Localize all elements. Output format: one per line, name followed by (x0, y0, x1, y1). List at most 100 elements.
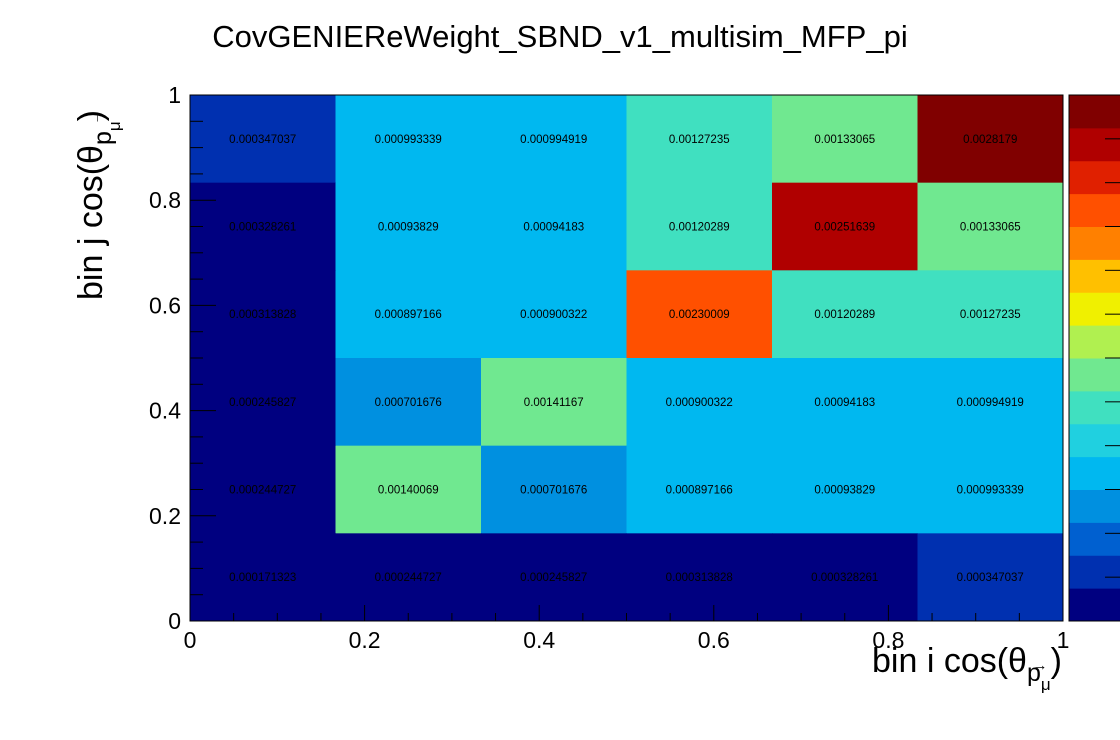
cell-value-label: 0.000244727 (229, 485, 296, 497)
x-axis-ticks (189, 605, 1064, 621)
heatmap-cell (917, 270, 1064, 359)
cell-value-label: 0.00093829 (378, 222, 439, 234)
cell-value-label: 0.000328261 (811, 572, 878, 584)
cell-value-label: 0.00094183 (814, 397, 875, 409)
heatmap-cell (481, 270, 627, 359)
chart-title: CovGENIEReWeight_SBND_v1_multisim_MFP_pi (212, 19, 907, 54)
y-axis-tick-labels: 0 0.2 0.4 0.6 0.8 1 (149, 82, 181, 634)
cell-value-label: 0.00120289 (814, 309, 875, 321)
heatmap-cell (772, 445, 918, 534)
cell-value-label: 0.000328261 (229, 222, 296, 234)
color-scale-segment (1069, 160, 1120, 195)
cell-value-label: 0.000701676 (520, 485, 587, 497)
x-axis-label-arrow: → (1033, 657, 1048, 674)
heatmap-cells (190, 95, 1064, 622)
heatmap-cell (190, 270, 336, 359)
heatmap-cell (481, 358, 627, 447)
cell-value-label: 0.00093829 (814, 485, 875, 497)
cell-value-label: 0.000313828 (229, 309, 296, 321)
cell-value-label: 0.000701676 (375, 397, 442, 409)
heatmap-cell (335, 182, 482, 271)
y-tick-label: 0.6 (149, 292, 181, 318)
heatmap-cell (481, 182, 627, 271)
cell-value-label: 0.00120289 (669, 222, 730, 234)
heatmap-cell (772, 95, 918, 184)
color-scale-frame (1068, 94, 1120, 622)
heatmap-cell (917, 182, 1064, 271)
color-scale-segment (1069, 555, 1120, 589)
cell-value-label: 0.00127235 (960, 309, 1021, 321)
heatmap-cell (772, 182, 918, 271)
heatmap-cell (772, 358, 918, 447)
color-scale-segment (1069, 193, 1120, 227)
y-tick-label: 1 (168, 82, 181, 108)
y-tick-label: 0 (168, 608, 181, 634)
heatmap-cell (626, 358, 773, 447)
color-scale-segment (1069, 456, 1120, 490)
cell-value-label: 0.000171323 (229, 572, 296, 584)
y-tick-label: 0.2 (149, 503, 181, 529)
cell-value-label: 0.000313828 (666, 572, 733, 584)
heatmap-cell (481, 533, 627, 622)
cell-value-label: 0.000993339 (957, 485, 1024, 497)
cell-value-label: 0.000244727 (375, 572, 442, 584)
color-scale-segment (1069, 226, 1120, 260)
color-scale-segment (1069, 390, 1120, 425)
heatmap-cell (335, 445, 482, 534)
cell-value-label: 0.000900322 (520, 309, 587, 321)
y-axis-label: bin j cos(θpμ) (72, 110, 124, 300)
y-axis-label-arrow: → (87, 110, 104, 125)
cell-value-label: 0.00230009 (669, 309, 730, 321)
cell-value-label: 0.0028179 (963, 134, 1017, 146)
heatmap-cell (626, 95, 773, 184)
cell-value-label: 0.000347037 (229, 134, 296, 146)
y-tick-label: 0.4 (149, 398, 181, 424)
heatmap-cell (190, 95, 336, 184)
cell-value-label: 0.00141167 (524, 397, 584, 409)
cell-value-label: 0.000993339 (375, 134, 442, 146)
heatmap-cell (335, 270, 482, 359)
x-axis-tick-labels: 0 0.2 0.4 0.6 0.8 1 (184, 627, 1070, 653)
heatmap-cell (481, 95, 627, 184)
heatmap-cell (917, 358, 1064, 447)
x-tick-label: 0 (184, 627, 197, 653)
color-scale-segment (1069, 127, 1120, 162)
heatmap-cell (335, 95, 482, 184)
x-tick-label: 0.4 (523, 627, 555, 653)
color-scale-segment (1069, 522, 1120, 556)
color-scale-segment (1069, 325, 1120, 359)
color-scale-segment (1069, 95, 1120, 129)
y-axis-ticks (190, 94, 216, 622)
y-tick-label: 0.8 (149, 187, 181, 213)
heatmap-cell (190, 358, 336, 447)
heatmap-cell (772, 533, 918, 622)
cell-value-label: 0.00133065 (960, 222, 1021, 234)
x-tick-label: 0.2 (349, 627, 381, 653)
color-scale-segment (1069, 259, 1120, 293)
cell-value-label: 0.000347037 (957, 572, 1024, 584)
color-scale-segment (1069, 358, 1120, 392)
heatmap-cell (190, 533, 336, 622)
color-scale-segment (1069, 292, 1120, 326)
cell-value-labels: 0.000347037 0.000993339 0.000994919 0.00127… (229, 134, 1024, 584)
heatmap-cell (626, 533, 773, 622)
heatmap-cell (772, 270, 918, 359)
cell-value-label: 0.000900322 (666, 397, 733, 409)
color-scale-bar (1068, 94, 1120, 622)
cell-value-label: 0.000897166 (666, 485, 733, 497)
heatmap-cell (190, 182, 336, 271)
color-scale-segment (1069, 423, 1120, 458)
cell-value-label: 0.000897166 (375, 309, 442, 321)
heatmap-cell (335, 533, 482, 622)
heatmap-cell (335, 358, 482, 447)
heatmap-cell (626, 270, 773, 359)
cell-value-label: 0.00127235 (669, 134, 730, 146)
heatmap-cell (917, 533, 1064, 622)
cell-value-label: 0.000994919 (520, 134, 587, 146)
heatmap-cell (917, 445, 1064, 534)
x-axis-label: bin i cos(θpμ) (872, 642, 1062, 694)
x-tick-label: 0.8 (872, 627, 904, 653)
cell-value-label: 0.000245827 (520, 572, 587, 584)
cell-value-label: 0.00140069 (378, 485, 439, 497)
